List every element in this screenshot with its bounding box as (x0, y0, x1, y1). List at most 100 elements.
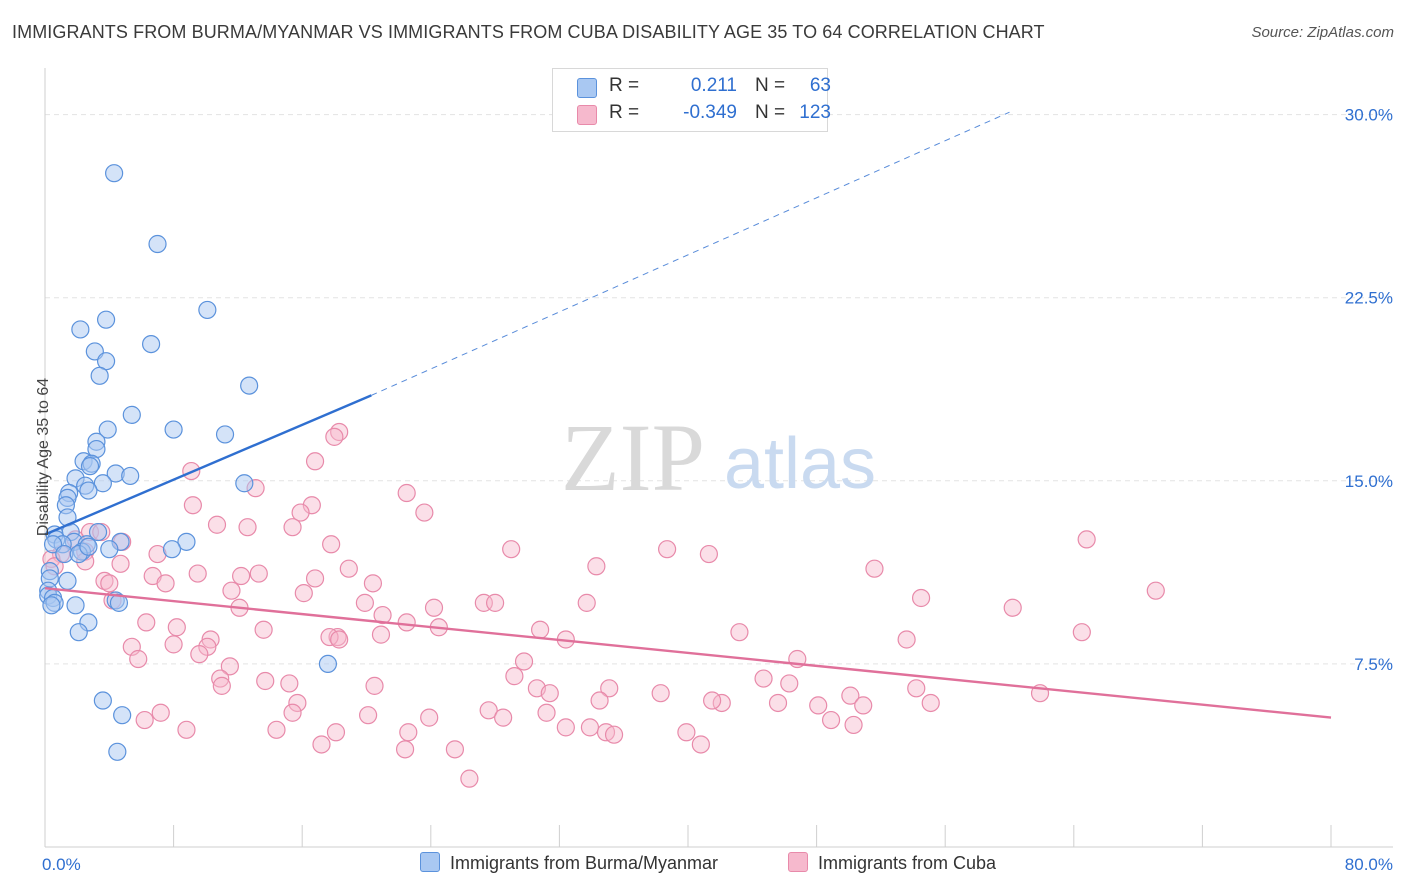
x-tick-label-1: 80.0% (1345, 855, 1393, 874)
trend-lines (44, 111, 1332, 719)
cuba-point (921, 693, 940, 713)
burma-point (198, 300, 217, 320)
cuba-point (445, 740, 465, 759)
cuba-point (151, 703, 170, 722)
burma-point (93, 474, 112, 493)
legend-r-label: R = (609, 102, 640, 123)
cuba-point (479, 701, 498, 720)
cuba-point (135, 710, 154, 730)
cuba-point (312, 735, 331, 754)
bottom-legend-burma: Immigrants from Burma/Myanmar (420, 852, 718, 874)
cuba-point (294, 584, 313, 603)
cuba-point (156, 574, 175, 593)
cuba-point (1072, 623, 1091, 642)
cuba-point (373, 605, 392, 625)
cuba-point (222, 581, 241, 600)
burma-point (148, 234, 167, 254)
cuba-point (164, 635, 183, 654)
burma-point (90, 366, 109, 385)
cuba-point (232, 566, 251, 586)
burma-point (122, 405, 141, 424)
cuba-trend-line (44, 587, 1332, 719)
cuba-point (911, 588, 931, 608)
cuba-point (100, 574, 119, 593)
cuba-point (177, 720, 196, 739)
burma-point (240, 376, 259, 395)
legend-swatch-cuba (577, 105, 597, 125)
cuba-point (95, 571, 114, 591)
burma-point (235, 474, 254, 493)
cuba-point (111, 554, 130, 573)
zipatlas-watermark: ZIP atlas (561, 404, 876, 511)
y-tick-label-1: 15.0% (1345, 472, 1393, 491)
burma-point (105, 164, 124, 183)
cuba-point (577, 593, 596, 612)
burma-point (88, 522, 108, 542)
cuba-point (302, 496, 321, 515)
y-tick-label-2: 22.5% (1345, 289, 1393, 308)
cuba-point (291, 503, 310, 522)
cuba-point (651, 684, 670, 703)
cuba-point (254, 620, 273, 639)
burma-point (177, 532, 196, 551)
cuba-point (190, 645, 209, 664)
burma-point (93, 691, 112, 710)
burma-point (79, 481, 98, 500)
cuba-point (865, 559, 884, 578)
cuba-point (730, 623, 749, 642)
cuba-point (397, 483, 416, 503)
cuba-point (604, 725, 624, 744)
legend-swatch-burma (577, 78, 597, 98)
cuba-point (540, 684, 559, 703)
cuba-point (256, 671, 275, 691)
cuba-point (537, 703, 556, 722)
burma-point (318, 654, 338, 674)
cuba-point (267, 720, 286, 739)
burma-point (164, 420, 183, 439)
cuba-point (590, 691, 609, 710)
cuba-point (486, 593, 505, 612)
cuba-point (365, 676, 384, 695)
burma-point (58, 571, 77, 591)
chart-title: IMMIGRANTS FROM BURMA/MYANMAR VS IMMIGRA… (12, 22, 1045, 42)
cuba-point (494, 708, 513, 727)
cuba-point (658, 540, 677, 559)
bottom-legend-cuba: Immigrants from Cuba (788, 852, 996, 874)
legend-n-value-burma: 63 (809, 75, 831, 96)
cuba-point (600, 679, 619, 698)
burma-point (109, 593, 129, 612)
burma-point (79, 537, 98, 556)
axes (44, 68, 1393, 848)
cuba-point (371, 625, 391, 644)
y-tick-label-3: 30.0% (1345, 106, 1393, 125)
burma-point (69, 623, 88, 642)
cuba-point (129, 649, 148, 669)
cuba-point (249, 564, 268, 583)
legend-n-value-cuba: 123 (799, 102, 831, 123)
legend-n-label: N = (755, 75, 786, 96)
cuba-point (167, 618, 186, 637)
burma-point (215, 425, 235, 444)
cuba-point (703, 691, 722, 710)
burma-point (42, 596, 61, 615)
cuba-point (283, 518, 302, 537)
x-tick-label-0: 0.0% (42, 855, 81, 874)
legend-r-label: R = (609, 75, 640, 96)
cuba-point (363, 574, 383, 593)
cuba-point (211, 669, 230, 688)
cuba-point (330, 630, 349, 649)
cuba-point (907, 679, 926, 698)
cuba-point (754, 669, 773, 688)
cuba-point (556, 718, 575, 737)
watermark-zip: ZIP (561, 404, 705, 511)
cuba-point (326, 723, 346, 742)
cuba-point (502, 540, 521, 559)
cuba-point (188, 564, 207, 583)
cuba-point (768, 693, 788, 713)
burma-point (141, 334, 161, 354)
legend-n-label: N = (755, 102, 786, 123)
cuba-point (854, 696, 873, 715)
cuba-point (415, 503, 434, 522)
cuba-point (677, 723, 696, 742)
